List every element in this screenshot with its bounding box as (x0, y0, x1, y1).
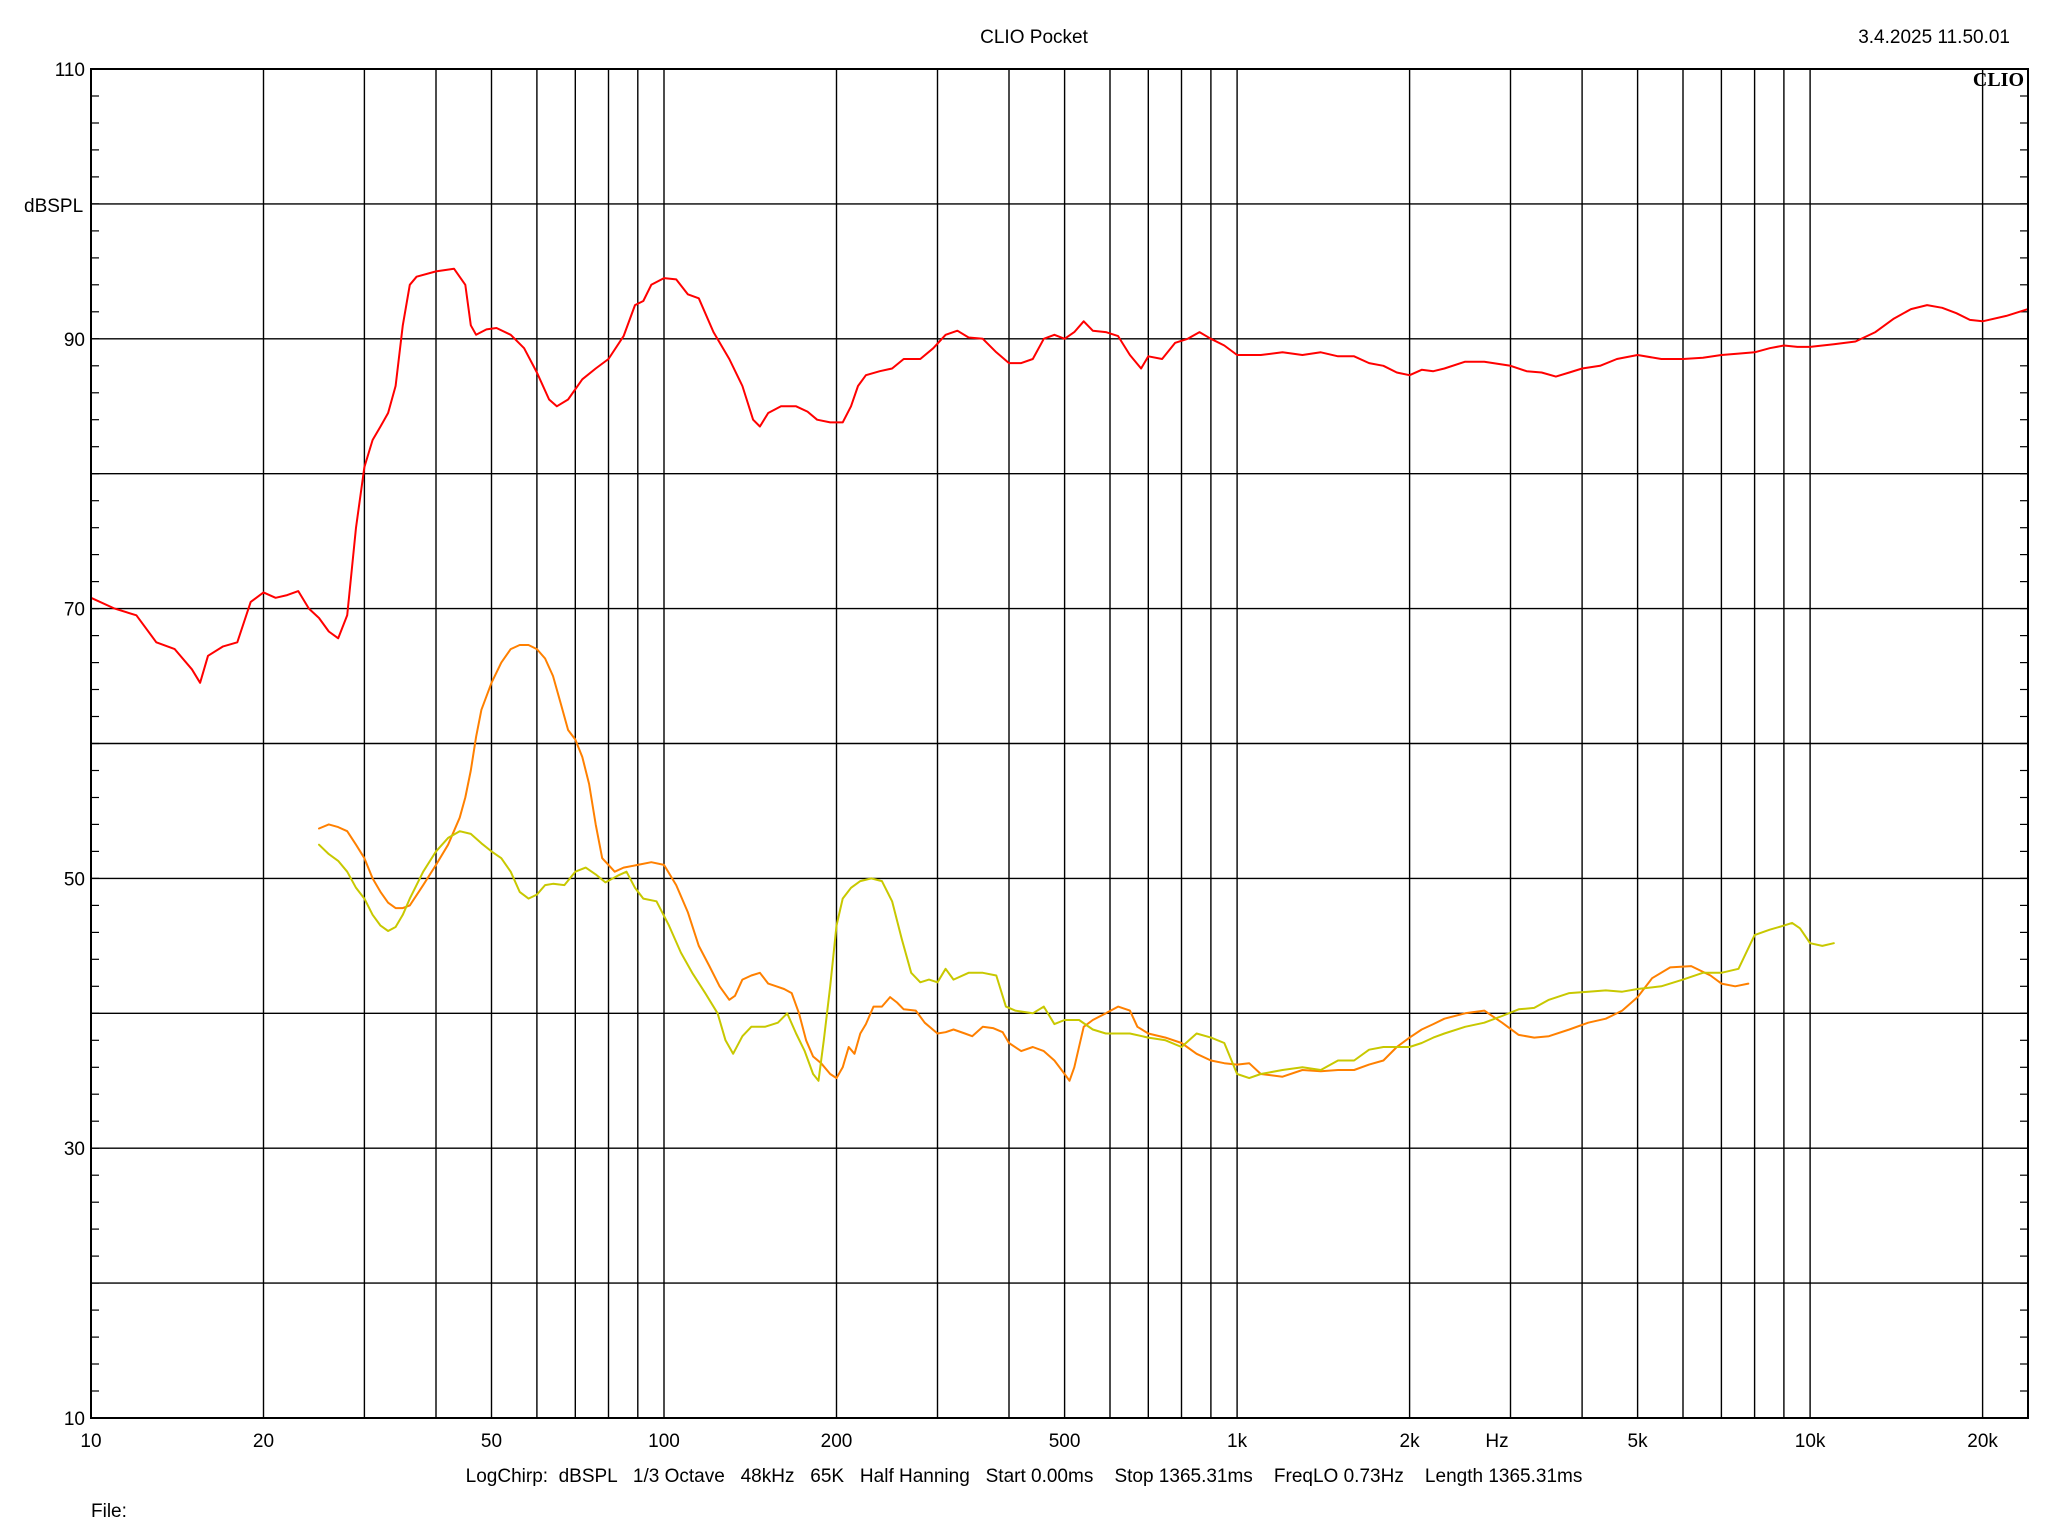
y-tick-label: 30 (64, 1139, 85, 1160)
x-tick-label: 100 (648, 1431, 680, 1452)
timestamp: 3.4.2025 11.50.01 (1858, 27, 2010, 48)
grid-lines (91, 69, 2028, 1418)
plot-frame (90, 68, 2029, 1419)
x-tick-label: 2k (1400, 1431, 1421, 1452)
x-tick-label: 500 (1049, 1431, 1081, 1452)
x-tick-label: 10k (1795, 1431, 1826, 1452)
y-tick-label: 110 (55, 60, 85, 81)
series-line-1 (90, 267, 2029, 684)
x-tick-label: 1k (1227, 1431, 1248, 1452)
series-layer (90, 267, 2029, 1082)
tick-labels: 10 20 50 100 200 500 1k 2k 5k 10k 20k 10 30 50 70 90 110 (55, 60, 1999, 1452)
y-tick-label: 90 (64, 330, 85, 351)
y-axis-label: dBSPL (24, 196, 83, 217)
clio-logo: CLIO (1973, 69, 2024, 91)
x-tick-label: 10 (80, 1431, 101, 1452)
measurement-settings: LogChirp: dBSPL 1/3 Octave 48kHz 65K Hal… (466, 1466, 1583, 1487)
y-tick-label: 70 (64, 600, 85, 621)
y-tick-label: 10 (64, 1409, 85, 1430)
y-tick-label: 50 (64, 869, 85, 890)
x-tick-label: 20 (253, 1431, 274, 1452)
series-line-3 (318, 830, 1835, 1082)
series-line-2 (318, 644, 1750, 1082)
x-tick-label: 5k (1628, 1431, 1649, 1452)
x-tick-label: 200 (821, 1431, 853, 1452)
x-axis-label: Hz (1485, 1431, 1508, 1452)
x-tick-label: 20k (1967, 1431, 1998, 1452)
chart-title: CLIO Pocket (980, 27, 1088, 48)
x-tick-label: 50 (481, 1431, 502, 1452)
file-label: File: (91, 1501, 127, 1522)
